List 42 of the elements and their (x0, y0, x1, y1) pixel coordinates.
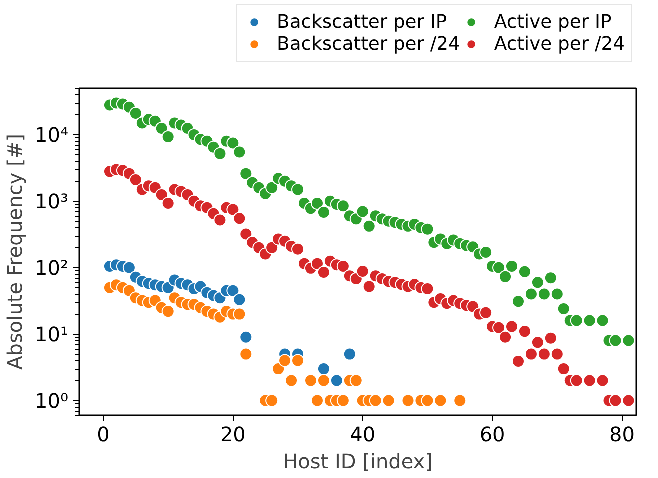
x-tick-label: 60 (480, 422, 506, 446)
y-tick-label: 10⁴ (35, 122, 68, 147)
point (304, 374, 318, 388)
y-axis-title: Absolute Frequency [#] (3, 134, 28, 370)
point (421, 394, 434, 408)
point (369, 394, 382, 408)
point (454, 394, 467, 408)
x-tick-label: 40 (350, 422, 376, 446)
point (382, 394, 396, 408)
point (350, 374, 363, 388)
point (233, 308, 246, 321)
point (317, 362, 330, 376)
point (292, 354, 305, 368)
point (310, 394, 324, 408)
point (122, 261, 136, 274)
point (240, 330, 253, 344)
y-tick-label: 10¹ (35, 322, 68, 346)
point (266, 394, 279, 408)
point (285, 374, 298, 388)
point (317, 374, 330, 388)
legend-label: Backscatter per IP (277, 12, 448, 32)
point (343, 348, 356, 361)
y-tick-label: 10⁰ (35, 388, 68, 413)
point (162, 305, 175, 318)
x-tick-label: 80 (610, 422, 635, 446)
y-tick-label: 10³ (35, 189, 68, 214)
point (233, 293, 246, 306)
point (226, 284, 240, 298)
point (240, 348, 253, 361)
legend-label: Active per /24 (494, 34, 625, 54)
x-axis-title: Host ID [index] (283, 450, 433, 474)
legend-label: Backscatter per /24 (277, 34, 460, 54)
x-tick-label: 0 (97, 422, 110, 446)
point (272, 362, 286, 376)
point (434, 394, 448, 408)
legend-label: Active per IP (494, 12, 612, 32)
point (278, 354, 292, 368)
point (336, 394, 350, 408)
y-tick-label: 10² (35, 256, 68, 280)
x-tick-label: 20 (220, 422, 246, 446)
point (402, 394, 415, 408)
point (330, 374, 344, 388)
